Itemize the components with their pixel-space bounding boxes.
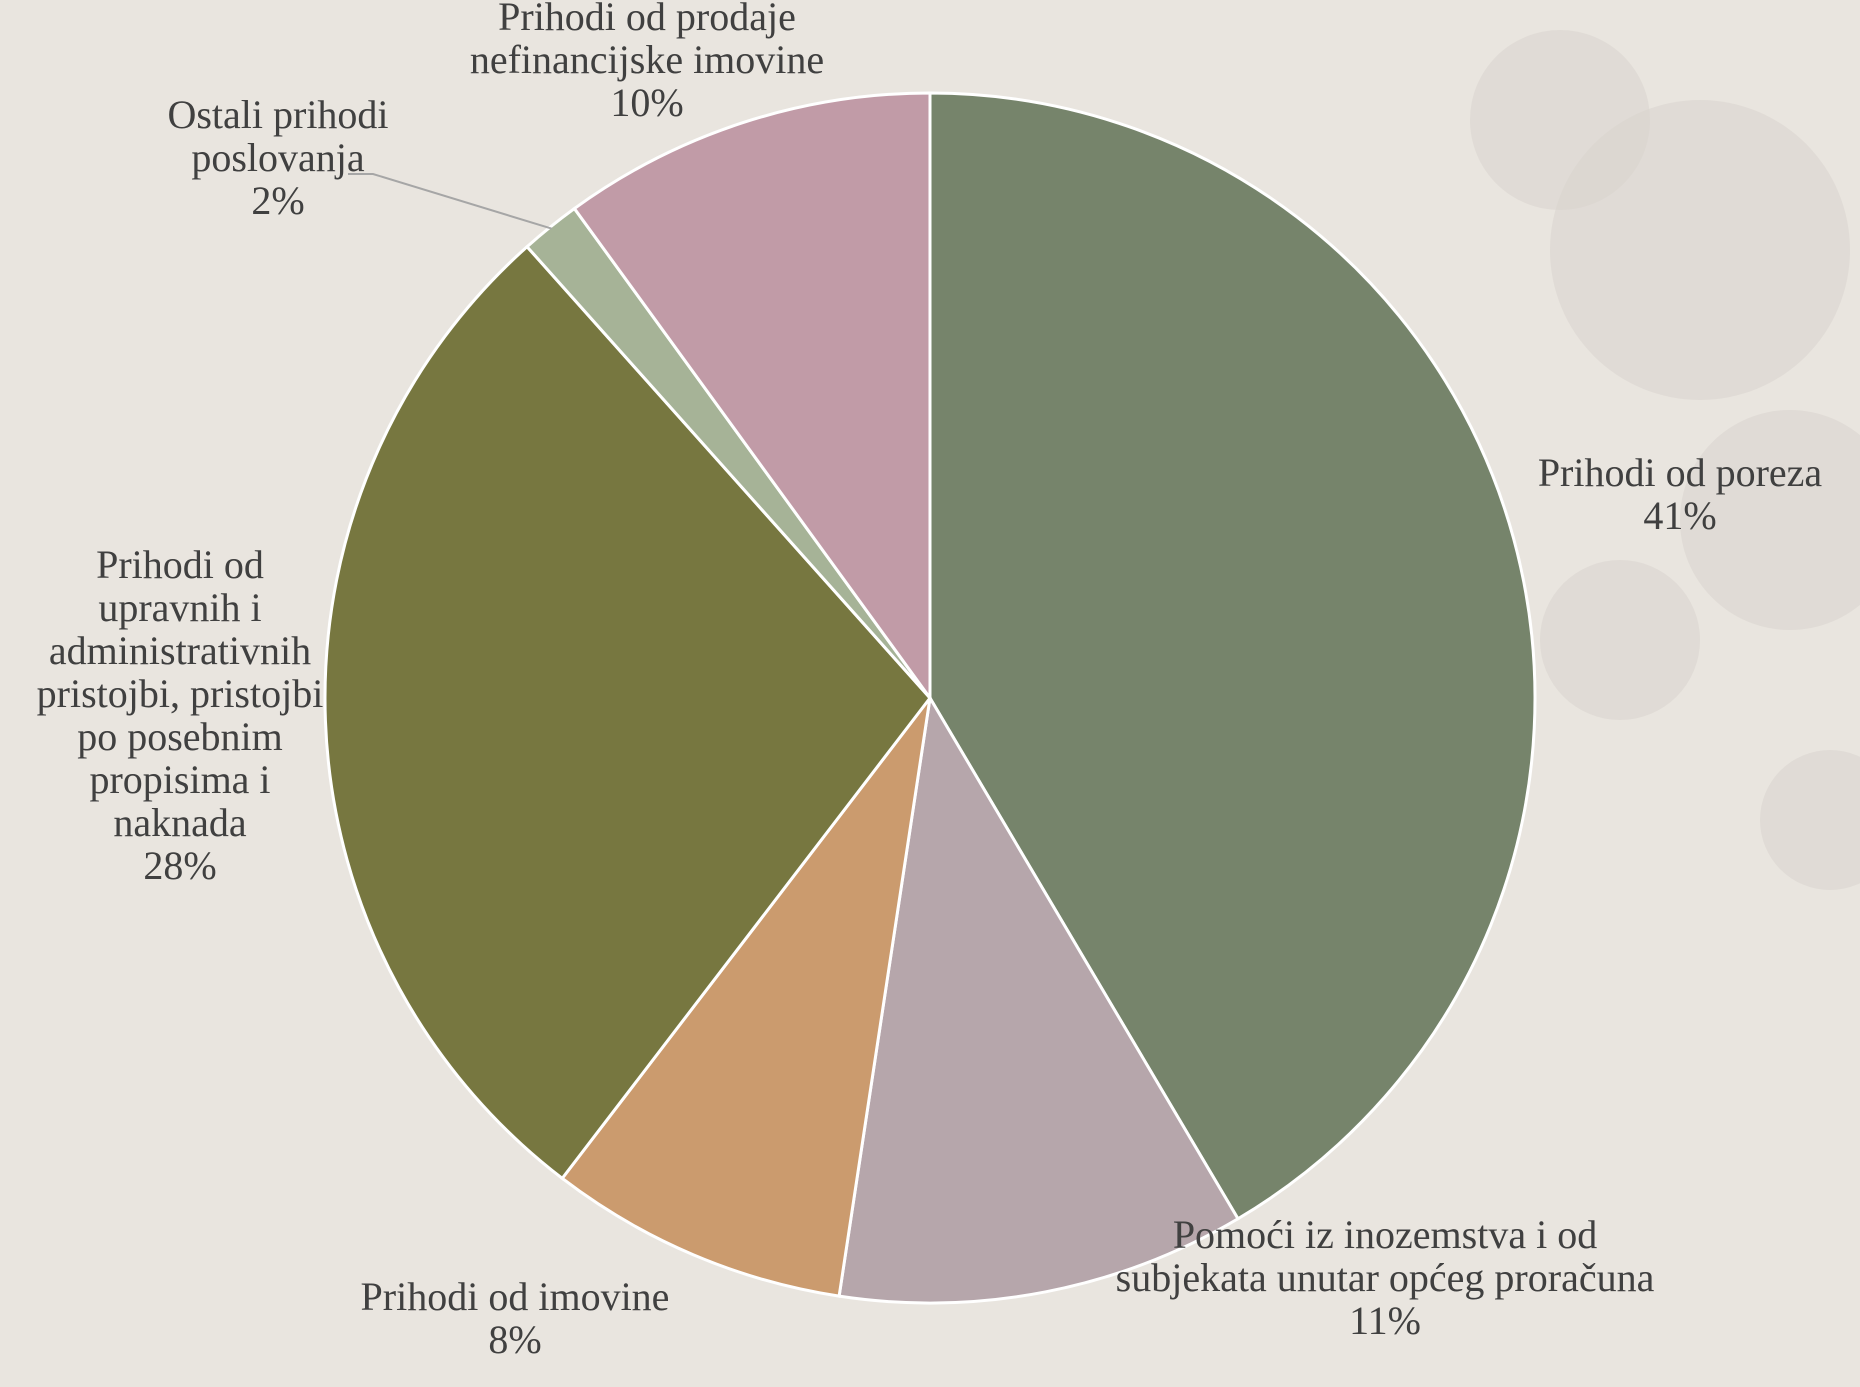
- background-blob: [1540, 560, 1700, 720]
- slice-label-4: Prihodi od upravnih i administrativnih pris…: [37, 542, 324, 888]
- pie-slice-1: [928, 91, 1537, 1221]
- pie-slices: [323, 91, 1537, 1305]
- slice-name-line: Prihodi od: [96, 542, 264, 587]
- slice-name-line: Ostali prihodi: [167, 92, 388, 137]
- slice-percent-label: 2%: [251, 178, 304, 223]
- slice-name-line: Pomoći iz inozemstva i od: [1173, 1212, 1597, 1257]
- slice-label-5: Ostali prihodi poslovanja 2%: [167, 92, 388, 223]
- slice-percent-label: 41%: [1643, 493, 1716, 538]
- slice-percent-label: 10%: [610, 80, 683, 125]
- slice-label-6: Prihodi od prodaje nefinancijske imovine 1…: [470, 0, 824, 125]
- slice-name-line: Prihodi od prodaje: [498, 0, 796, 39]
- background-blob: [1680, 410, 1860, 630]
- pie-slice-2: [837, 693, 1241, 1305]
- leader-line: [348, 173, 552, 230]
- pie-slice-3: [560, 697, 932, 1298]
- slice-percent-label: 8%: [488, 1317, 541, 1362]
- slice-label-2: Pomoći iz inozemstva i od subjekata unuta…: [1116, 1212, 1655, 1343]
- slice-percent-label: 11%: [1349, 1298, 1421, 1343]
- slice-percent-label: 28%: [143, 843, 216, 888]
- slice-name-line: Prihodi od imovine: [361, 1274, 670, 1319]
- background-blob: [1470, 30, 1650, 210]
- slice-name-line: upravnih i: [98, 585, 261, 630]
- slice-label-3: Prihodi od imovine 8%: [361, 1274, 670, 1362]
- slice-name-line: poslovanja: [191, 135, 365, 180]
- slice-name-line: administrativnih: [49, 628, 311, 673]
- background-blob: [1760, 750, 1860, 890]
- pie-slice-4: [323, 244, 932, 1181]
- slice-name-line: pristojbi, pristojbi: [37, 671, 324, 716]
- pie-slice-6: [572, 91, 932, 703]
- slice-name-line: nefinancijske imovine: [470, 37, 824, 82]
- slice-name-line: naknada: [113, 800, 247, 845]
- slice-name-line: Prihodi od poreza: [1538, 450, 1823, 495]
- slice-name-line: propisima i: [89, 757, 270, 802]
- slice-name-line: po posebnim: [77, 714, 283, 759]
- slice-labels: Prihodi od poreza 41% Pomoći iz inozemstva…: [37, 0, 1823, 1362]
- slice-name-line: subjekata unutar općeg proračuna: [1116, 1255, 1655, 1300]
- slice-label-1: Prihodi od poreza 41%: [1538, 450, 1823, 538]
- leader-lines: [348, 173, 552, 230]
- background-decoration: [1470, 30, 1860, 890]
